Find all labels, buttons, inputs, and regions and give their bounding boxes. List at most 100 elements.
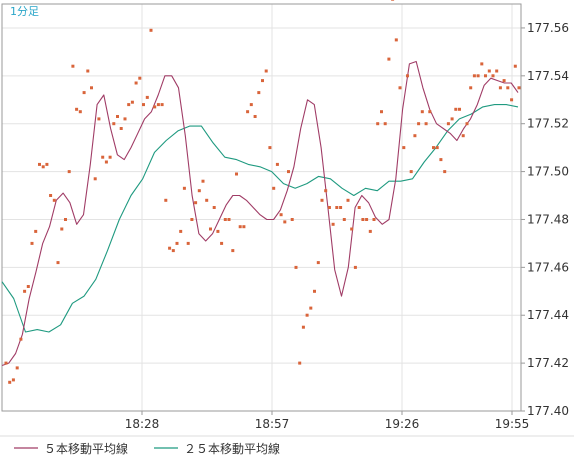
close-point: [130, 100, 134, 104]
close-point: [242, 225, 246, 229]
close-point: [472, 74, 476, 78]
close-point: [142, 103, 145, 107]
y-tick-label: 177.48: [527, 212, 569, 226]
close-point: [376, 122, 380, 126]
close-point: [487, 69, 491, 73]
close-point: [298, 361, 302, 365]
close-point: [209, 227, 212, 231]
close-point: [56, 261, 60, 265]
close-point: [238, 225, 242, 229]
close-point: [368, 229, 372, 233]
close-point: [313, 289, 316, 293]
close-point: [372, 218, 376, 221]
close-point: [417, 122, 421, 126]
close-point: [112, 122, 116, 126]
close-point: [502, 79, 506, 83]
close-point: [353, 265, 357, 269]
close-point: [101, 155, 105, 159]
close-point: [335, 206, 339, 209]
x-tick-label: 19:55: [495, 417, 530, 431]
close-point: [71, 64, 75, 68]
ma25-series: [1, 104, 519, 333]
x-tick-label: 18:28: [125, 417, 160, 431]
close-point: [97, 117, 101, 121]
y-tick-label: 177.56: [527, 21, 569, 35]
close-point: [480, 62, 484, 66]
x-tick-label: 18:57: [255, 417, 290, 431]
close-point: [275, 162, 279, 166]
close-point: [223, 218, 227, 221]
close-point: [495, 69, 499, 73]
legend: ５本移動平均線 ２５本移動平均線: [14, 441, 280, 456]
close-point: [93, 177, 97, 181]
close-point: [190, 218, 194, 221]
close-point: [134, 81, 138, 85]
close-point: [268, 146, 272, 150]
close-point: [205, 198, 209, 202]
x-tick-label: 19:26: [385, 417, 420, 431]
close-point: [443, 170, 447, 174]
close-point: [82, 91, 86, 95]
close-point: [510, 98, 514, 102]
legend-label-ma25: ２５本移動平均線: [184, 441, 280, 456]
y-tick-label: 177.46: [527, 260, 569, 274]
close-point: [171, 249, 175, 253]
close-point: [465, 122, 469, 126]
close-point: [287, 170, 290, 174]
close-point: [279, 213, 283, 217]
close-point: [246, 110, 250, 114]
close-point: [261, 79, 264, 83]
close-point: [432, 146, 435, 150]
close-point: [272, 186, 276, 190]
close-point: [339, 206, 343, 209]
close-point: [498, 86, 502, 90]
close-point: [127, 103, 131, 107]
close-point: [67, 170, 71, 174]
close-point: [361, 218, 365, 221]
close-point: [145, 95, 149, 99]
close-point: [201, 179, 205, 183]
close-point: [11, 378, 15, 382]
close-point: [357, 206, 361, 209]
close-point: [469, 86, 473, 90]
ma5-line: [1, 60, 519, 367]
close-point: [491, 74, 495, 78]
close-point: [283, 220, 287, 224]
close-point: [450, 117, 454, 121]
close-point: [175, 241, 179, 245]
close-point: [116, 115, 119, 118]
close-point: [380, 110, 383, 114]
close-point: [394, 38, 398, 42]
close-point: [513, 64, 517, 68]
close-point: [186, 241, 190, 245]
close-point: [439, 158, 443, 162]
close-point: [8, 380, 12, 384]
close-point: [446, 122, 450, 126]
close-point: [413, 134, 417, 138]
close-price-points: [4, 0, 521, 384]
close-point: [235, 172, 238, 176]
close-point: [38, 162, 41, 166]
close-point: [294, 265, 298, 269]
close-point: [476, 74, 480, 78]
close-point: [346, 198, 350, 202]
close-point: [194, 201, 198, 205]
close-point: [15, 366, 19, 370]
y-tick-label: 177.50: [527, 165, 569, 179]
y-tick-label: 177.54: [527, 69, 569, 83]
close-point: [264, 69, 268, 73]
close-point: [216, 229, 220, 233]
close-point: [108, 155, 112, 159]
grid-lines: [2, 4, 521, 411]
close-point: [26, 285, 30, 288]
ma5-series: [1, 60, 519, 367]
close-point: [309, 306, 313, 310]
close-point: [197, 189, 201, 193]
close-point: [30, 241, 34, 245]
y-tick-label: 177.44: [527, 308, 569, 322]
close-point: [398, 86, 402, 90]
close-point: [249, 103, 253, 107]
plot-frame: [1, 3, 522, 412]
